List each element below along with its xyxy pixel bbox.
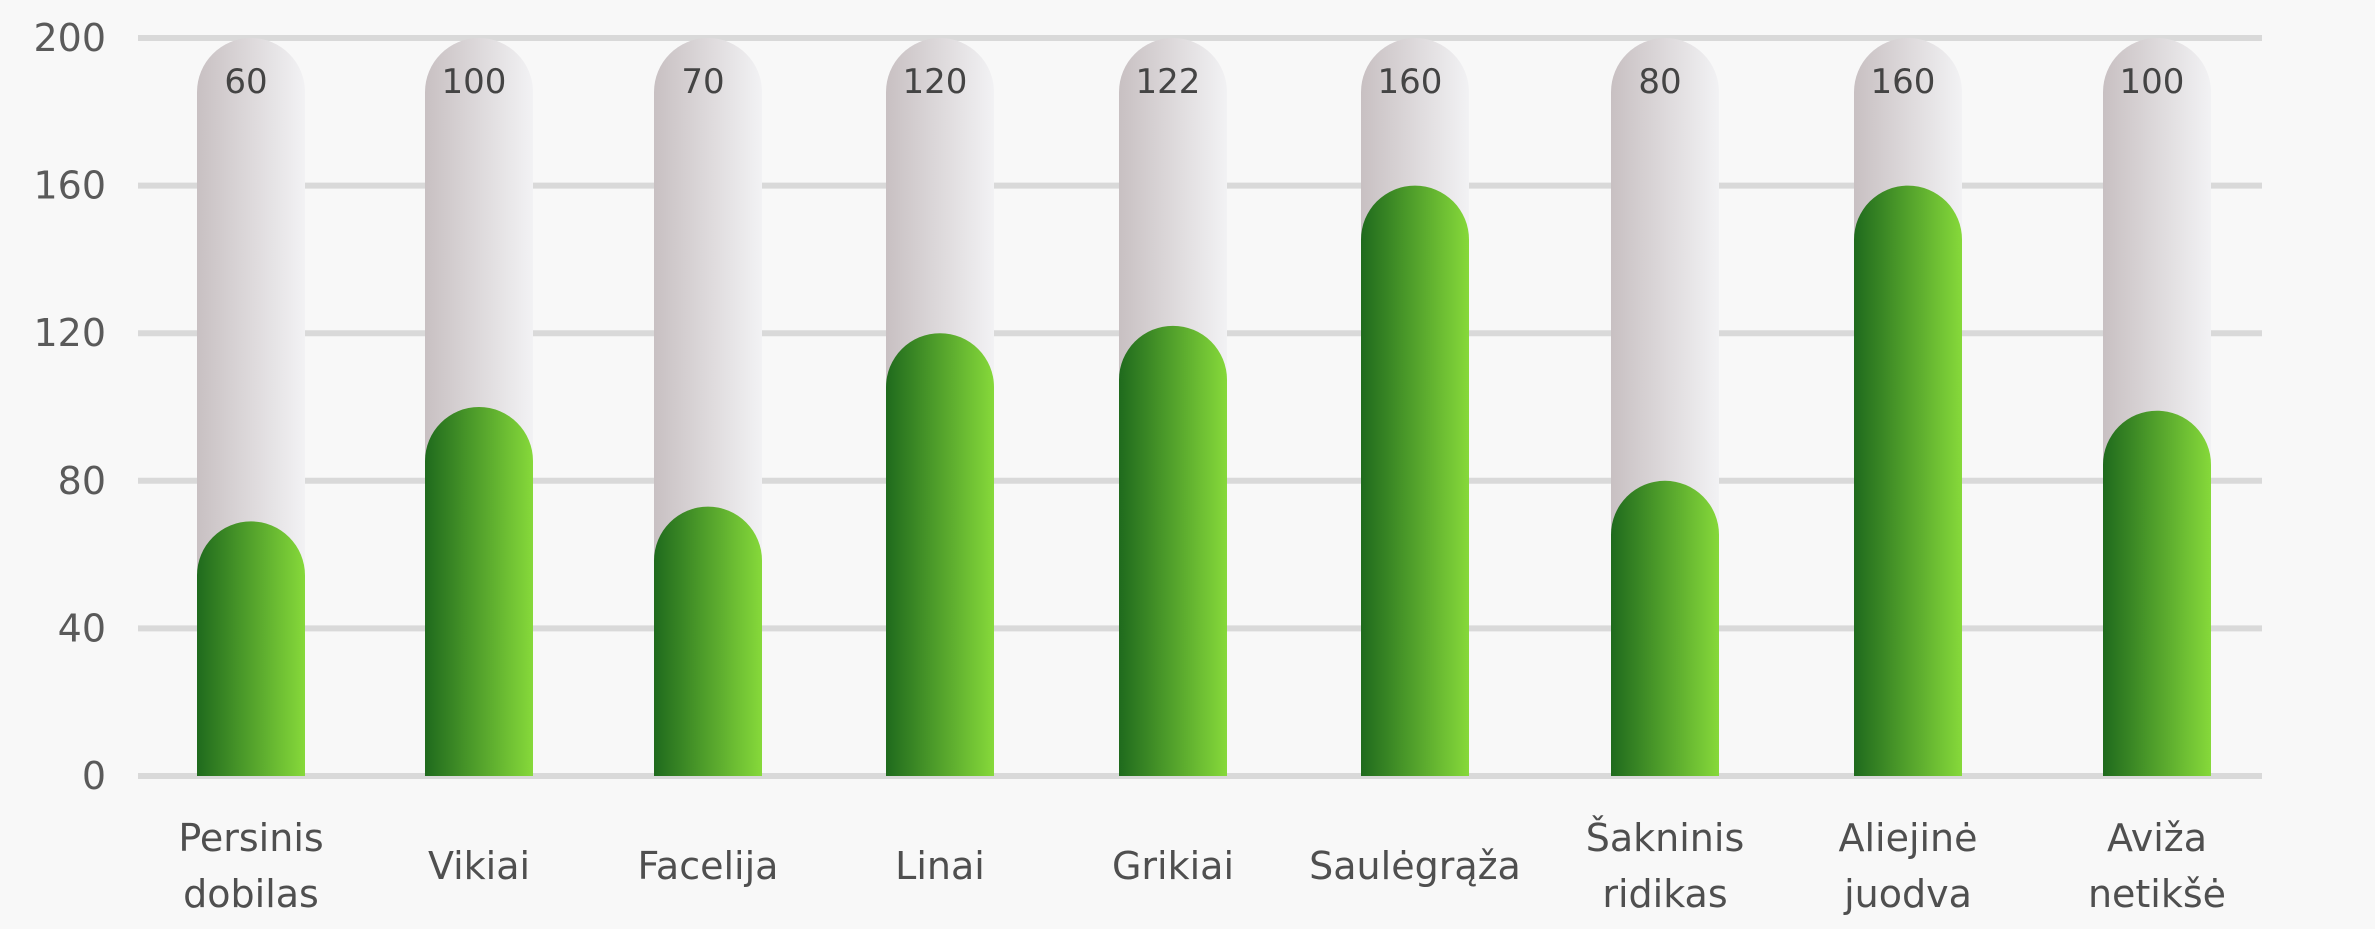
bar	[1854, 185, 1962, 777]
category-label: Facelija	[638, 844, 779, 888]
data-label: 160	[1871, 62, 1936, 102]
value-labels: 60 100 70 120 122 160 80 160 100	[224, 62, 2184, 102]
y-tick-label: 0	[82, 754, 106, 798]
category-label: Linai	[895, 844, 985, 888]
data-label: 60	[224, 62, 267, 102]
bar	[886, 333, 994, 776]
y-tick-label: 120	[33, 311, 106, 355]
category-label: dobilas	[183, 872, 319, 916]
category-label: Grikiai	[1112, 844, 1234, 888]
category-label: juodva	[1843, 872, 1972, 916]
category-label: Persinis	[178, 816, 323, 860]
bars	[197, 185, 2211, 777]
y-axis-ticks: 0 40 80 120 160 200	[33, 16, 106, 798]
bar	[197, 521, 305, 776]
data-label: 80	[1638, 62, 1681, 102]
bar	[425, 407, 533, 776]
y-tick-label: 40	[58, 606, 106, 650]
y-tick-label: 80	[58, 459, 106, 503]
data-label: 160	[1378, 62, 1443, 102]
data-label: 100	[442, 62, 507, 102]
data-label: 70	[681, 62, 724, 102]
x-axis-labels: Persinis dobilas Vikiai Facelija Linai Grikia…	[178, 816, 2226, 916]
data-label: 120	[903, 62, 968, 102]
category-label: Vikiai	[428, 844, 530, 888]
bar	[654, 506, 762, 776]
category-label: Saulėgrąža	[1309, 844, 1521, 888]
bar	[1611, 480, 1719, 776]
bar	[1361, 185, 1469, 777]
category-label: Aliejinė	[1838, 816, 1977, 860]
y-tick-label: 160	[33, 164, 106, 208]
bar	[1119, 325, 1227, 776]
category-label: Aviža	[2107, 816, 2207, 860]
category-label: ridikas	[1602, 872, 1727, 916]
category-label: netikšė	[2088, 872, 2226, 916]
y-tick-label: 200	[33, 16, 106, 60]
category-label: Šakninis	[1586, 816, 1745, 860]
bar	[2103, 410, 2211, 776]
data-label: 100	[2120, 62, 2185, 102]
data-label: 122	[1136, 62, 1201, 102]
